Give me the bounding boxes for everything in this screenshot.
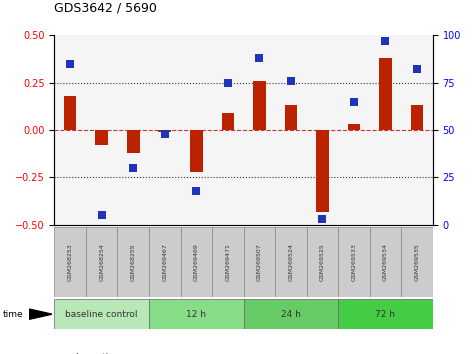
Bar — [149, 299, 244, 329]
Polygon shape — [29, 309, 52, 319]
Point — [287, 78, 295, 84]
Text: log ratio: log ratio — [76, 353, 114, 354]
Text: time: time — [2, 310, 23, 319]
Point — [66, 61, 74, 67]
Text: GSM269467: GSM269467 — [162, 243, 167, 281]
Text: 72 h: 72 h — [376, 310, 395, 319]
Bar — [149, 227, 181, 297]
Bar — [370, 227, 401, 297]
Text: GSM269533: GSM269533 — [351, 243, 357, 281]
Text: 24 h: 24 h — [281, 310, 301, 319]
Text: baseline control: baseline control — [65, 310, 138, 319]
Bar — [275, 227, 307, 297]
Bar — [316, 130, 329, 212]
Point — [130, 165, 137, 171]
Text: GSM269525: GSM269525 — [320, 243, 325, 281]
Bar — [244, 299, 338, 329]
Bar — [244, 227, 275, 297]
Bar — [64, 96, 77, 130]
Text: GDS3642 / 5690: GDS3642 / 5690 — [54, 1, 157, 14]
Point — [255, 55, 263, 61]
Bar — [253, 81, 266, 130]
Point — [193, 188, 200, 194]
Point — [98, 212, 105, 218]
Bar — [411, 105, 423, 130]
Bar — [212, 227, 244, 297]
Bar — [338, 227, 370, 297]
Point — [161, 131, 168, 137]
Text: GSM269471: GSM269471 — [225, 243, 230, 281]
Bar — [96, 130, 108, 145]
Text: ■: ■ — [54, 353, 64, 354]
Bar — [190, 130, 202, 172]
Bar — [158, 130, 171, 132]
Text: GSM269534: GSM269534 — [383, 243, 388, 281]
Text: GSM269507: GSM269507 — [257, 243, 262, 281]
Text: GSM268255: GSM268255 — [131, 243, 136, 281]
Bar — [348, 124, 360, 130]
Text: GSM269524: GSM269524 — [289, 243, 293, 281]
Text: GSM269535: GSM269535 — [414, 243, 420, 281]
Bar — [379, 58, 392, 130]
Bar — [338, 299, 433, 329]
Bar — [285, 105, 297, 130]
Text: GSM268253: GSM268253 — [68, 243, 73, 281]
Point — [350, 99, 358, 104]
Bar — [86, 227, 117, 297]
Point — [319, 216, 326, 222]
Bar — [54, 299, 149, 329]
Bar — [54, 227, 86, 297]
Bar — [127, 130, 140, 153]
Text: GSM269469: GSM269469 — [194, 243, 199, 281]
Point — [413, 67, 421, 72]
Bar — [221, 113, 234, 130]
Bar — [181, 227, 212, 297]
Text: 12 h: 12 h — [186, 310, 206, 319]
Bar — [307, 227, 338, 297]
Bar — [117, 227, 149, 297]
Text: GSM268254: GSM268254 — [99, 243, 104, 281]
Point — [382, 38, 389, 44]
Bar — [401, 227, 433, 297]
Point — [224, 80, 232, 86]
